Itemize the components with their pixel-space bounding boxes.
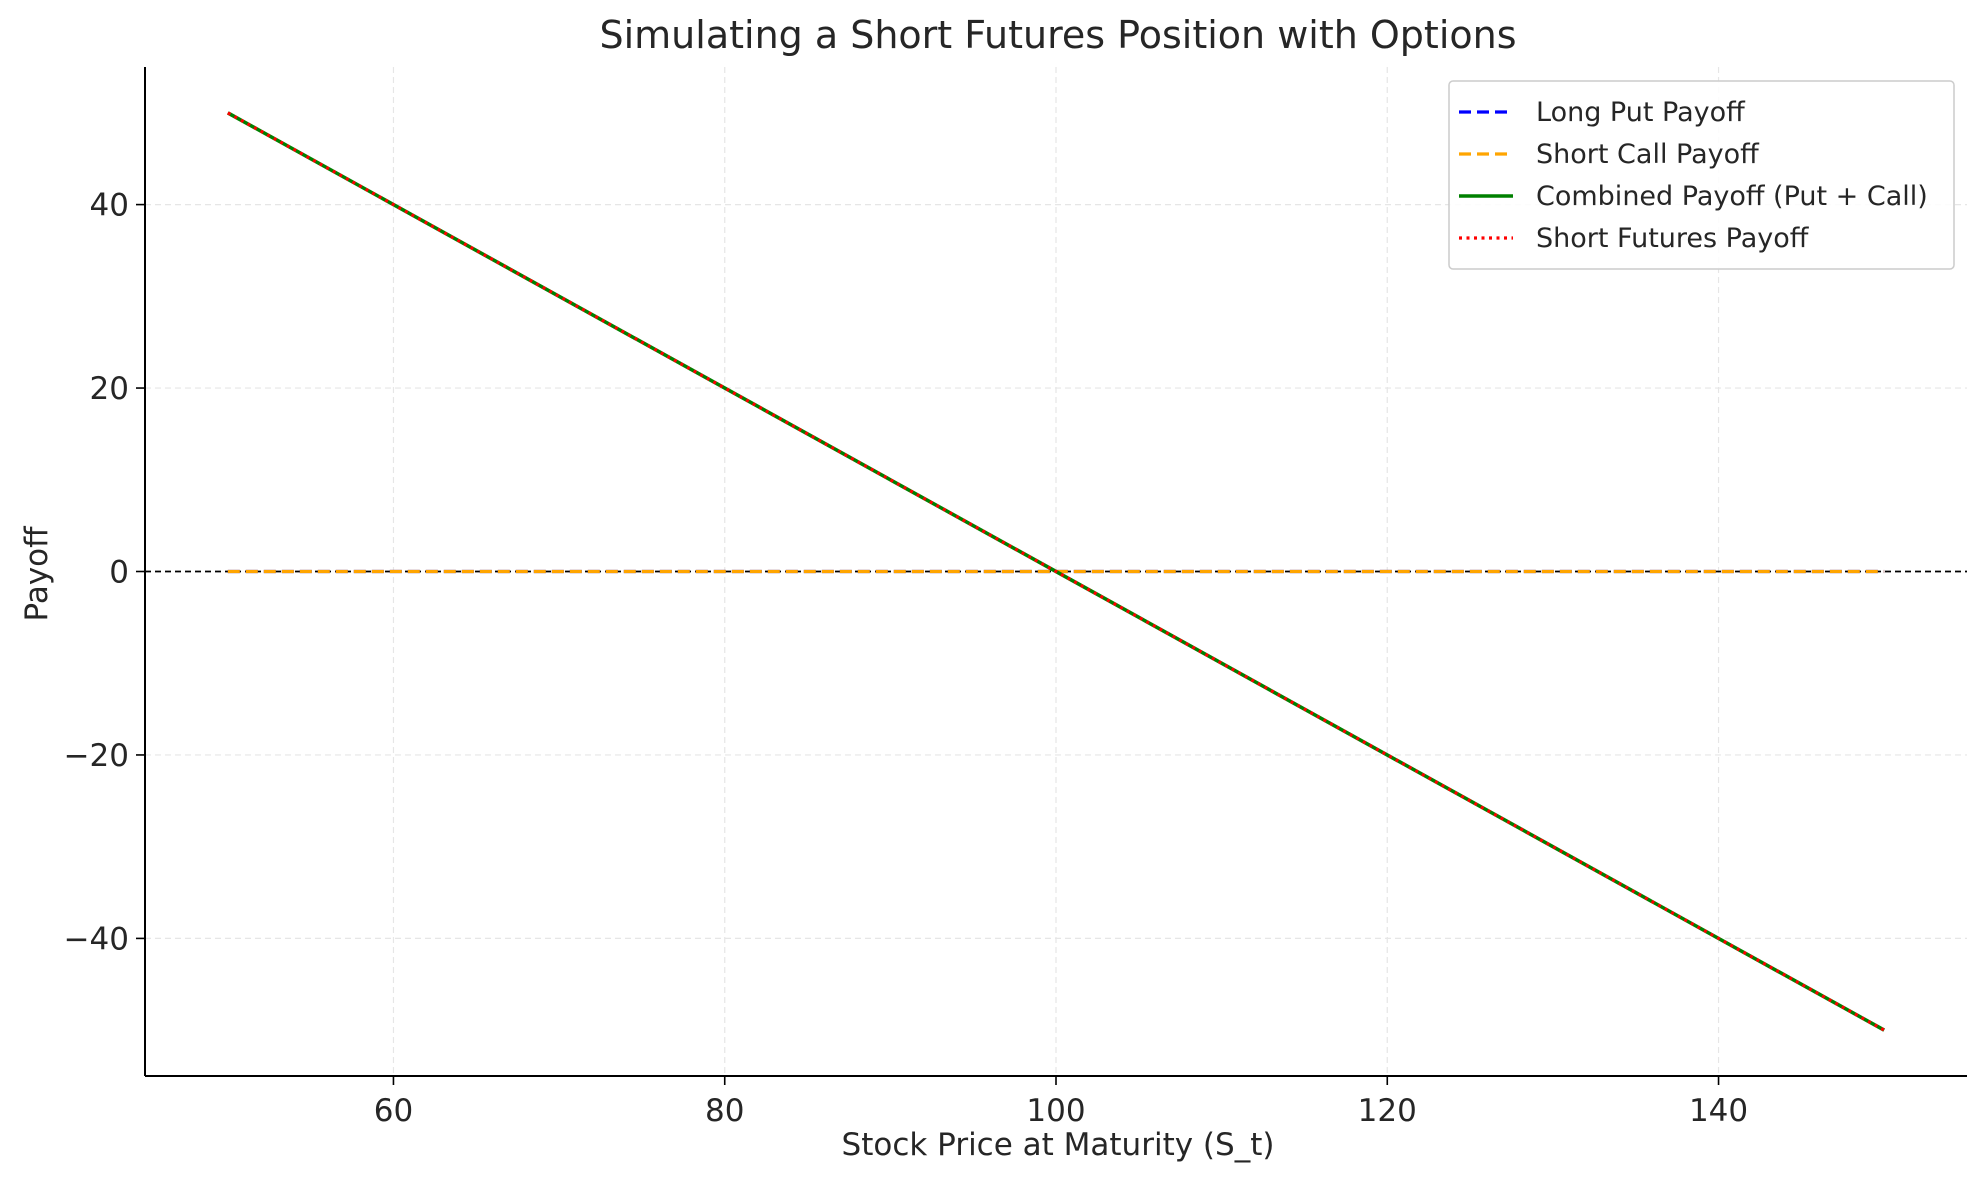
y-axis-label: Payoff [19, 526, 55, 622]
x-tick-label: 80 [705, 1093, 744, 1129]
legend-box [1448, 80, 1955, 270]
y-tick-label: −20 [64, 738, 129, 774]
legend-entry-label: Short Call Payoff [1536, 139, 1760, 170]
y-tick-label: 0 [109, 555, 129, 591]
x-tick-label: 140 [1689, 1093, 1748, 1129]
series-layer [226, 111, 1886, 1032]
x-tick-label: 100 [1026, 1093, 1085, 1129]
legend: Long Put Payoff Short Call Payoff Combined… [1448, 80, 1955, 270]
x-tick-label: 120 [1358, 1093, 1417, 1129]
x-tick-label: 60 [374, 1093, 413, 1129]
y-tick-label: −40 [64, 921, 129, 957]
series-line-short-futures-payoff [227, 111, 1885, 1032]
legend-entry-label: Short Futures Payoff [1536, 223, 1810, 254]
y-tick-label: 40 [90, 188, 129, 224]
legend-entry-label: Long Put Payoff [1536, 97, 1746, 128]
x-axis-label: Stock Price at Maturity (S_t) [842, 1127, 1275, 1163]
y-tick-label: 20 [90, 371, 129, 407]
chart-title: Simulating a Short Futures Position with… [599, 13, 1516, 57]
legend-entry-label: Combined Payoff (Put + Call) [1536, 181, 1928, 212]
ticks-layer: 60 80 100 120 140 −40 −20 0 20 40 [64, 188, 1749, 1129]
